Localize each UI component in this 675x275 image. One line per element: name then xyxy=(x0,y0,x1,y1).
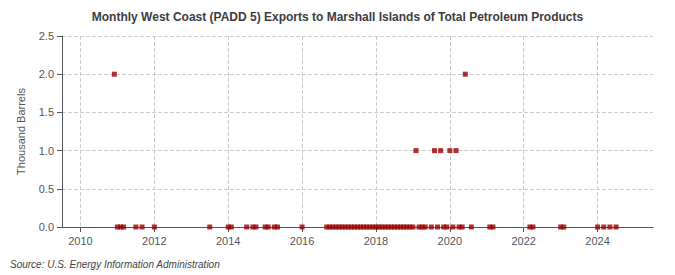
svg-text:0.5: 0.5 xyxy=(39,183,54,195)
svg-text:2016: 2016 xyxy=(290,235,314,247)
svg-text:2020: 2020 xyxy=(438,235,462,247)
svg-text:Source: U.S. Energy Informatio: Source: U.S. Energy Information Administ… xyxy=(10,259,220,270)
svg-text:2022: 2022 xyxy=(511,235,535,247)
svg-text:2.0: 2.0 xyxy=(39,68,54,80)
svg-text:2.5: 2.5 xyxy=(39,30,54,42)
svg-text:Thousand Barrels: Thousand Barrels xyxy=(15,88,27,175)
svg-text:2014: 2014 xyxy=(216,235,240,247)
svg-text:Monthly West Coast (PADD 5) Ex: Monthly West Coast (PADD 5) Exports to M… xyxy=(92,10,584,24)
svg-text:1.0: 1.0 xyxy=(39,145,54,157)
svg-text:2010: 2010 xyxy=(68,235,92,247)
svg-text:2018: 2018 xyxy=(364,235,388,247)
svg-text:0.0: 0.0 xyxy=(39,221,54,233)
svg-text:2024: 2024 xyxy=(585,235,609,247)
svg-text:1.5: 1.5 xyxy=(39,106,54,118)
svg-text:2012: 2012 xyxy=(142,235,166,247)
